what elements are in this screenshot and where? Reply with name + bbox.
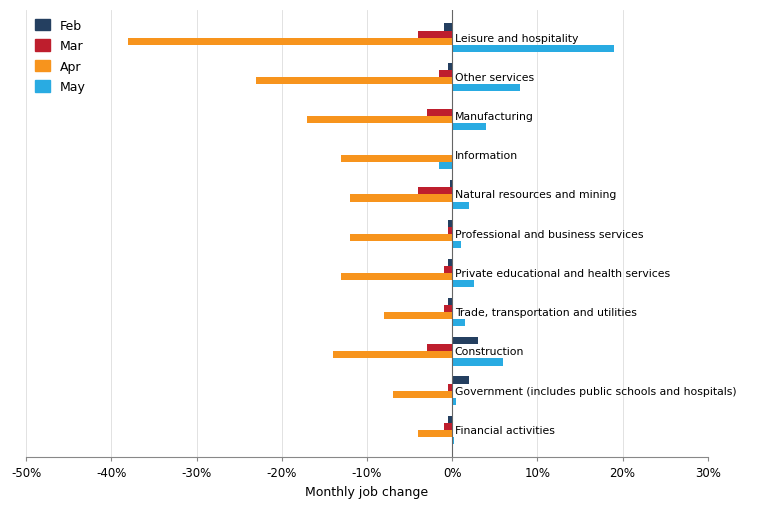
Bar [448,298,452,305]
Bar [418,32,452,39]
Text: Natural resources and mining: Natural resources and mining [455,190,616,200]
Bar [452,45,614,52]
Bar [448,227,452,234]
Bar [427,110,452,117]
Text: Private educational and health services: Private educational and health services [455,268,670,278]
Bar [448,259,452,266]
Bar [308,117,452,124]
Bar [384,313,452,320]
Bar [452,320,465,327]
Bar [444,24,452,32]
Bar [128,39,452,45]
Bar [440,163,452,170]
Bar [427,345,452,352]
Bar [444,423,452,430]
X-axis label: Monthly job change: Monthly job change [305,485,429,498]
Bar [341,156,452,163]
Bar [341,273,452,280]
Bar [333,352,452,359]
Text: Financial activities: Financial activities [455,425,555,435]
Text: Manufacturing: Manufacturing [455,112,534,122]
Bar [256,78,452,84]
Bar [448,64,452,71]
Text: Construction: Construction [455,347,524,357]
Bar [448,416,452,423]
Bar [452,337,478,345]
Legend: Feb, Mar, Apr, May: Feb, Mar, Apr, May [33,17,89,97]
Bar [452,359,503,366]
Bar [350,234,452,241]
Bar [418,430,452,437]
Bar [444,305,452,313]
Bar [450,181,452,188]
Bar [452,398,456,405]
Bar [350,195,452,202]
Bar [452,377,469,384]
Bar [452,124,486,131]
Text: Other services: Other services [455,73,534,82]
Bar [444,266,452,273]
Bar [392,391,452,398]
Bar [448,220,452,227]
Text: Government (includes public schools and hospitals): Government (includes public schools and … [455,386,737,396]
Bar [452,84,521,92]
Bar [452,437,454,444]
Bar [452,241,461,248]
Bar [440,71,452,78]
Bar [448,384,452,391]
Text: Information: Information [455,151,518,161]
Text: Leisure and hospitality: Leisure and hospitality [455,34,578,43]
Bar [452,280,473,288]
Text: Professional and business services: Professional and business services [455,229,643,239]
Bar [452,202,469,209]
Text: Trade, transportation and utilities: Trade, transportation and utilities [455,307,636,318]
Bar [418,188,452,195]
